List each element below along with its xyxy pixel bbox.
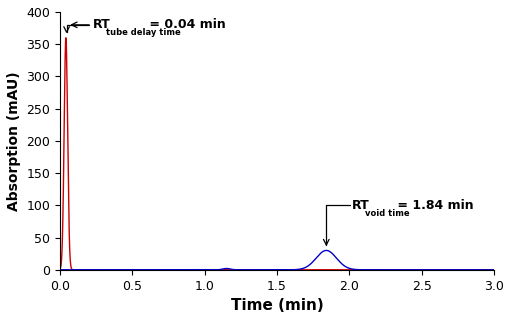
Text: = 1.84 min: = 1.84 min [393,199,474,212]
Y-axis label: Absorption (mAU): Absorption (mAU) [7,71,21,211]
X-axis label: Time (min): Time (min) [231,298,323,313]
Text: tube delay time: tube delay time [106,28,180,37]
Text: RT: RT [92,18,110,31]
Text: = 0.04 min: = 0.04 min [146,18,226,31]
Text: void time: void time [365,209,410,218]
Text: RT: RT [353,199,370,212]
